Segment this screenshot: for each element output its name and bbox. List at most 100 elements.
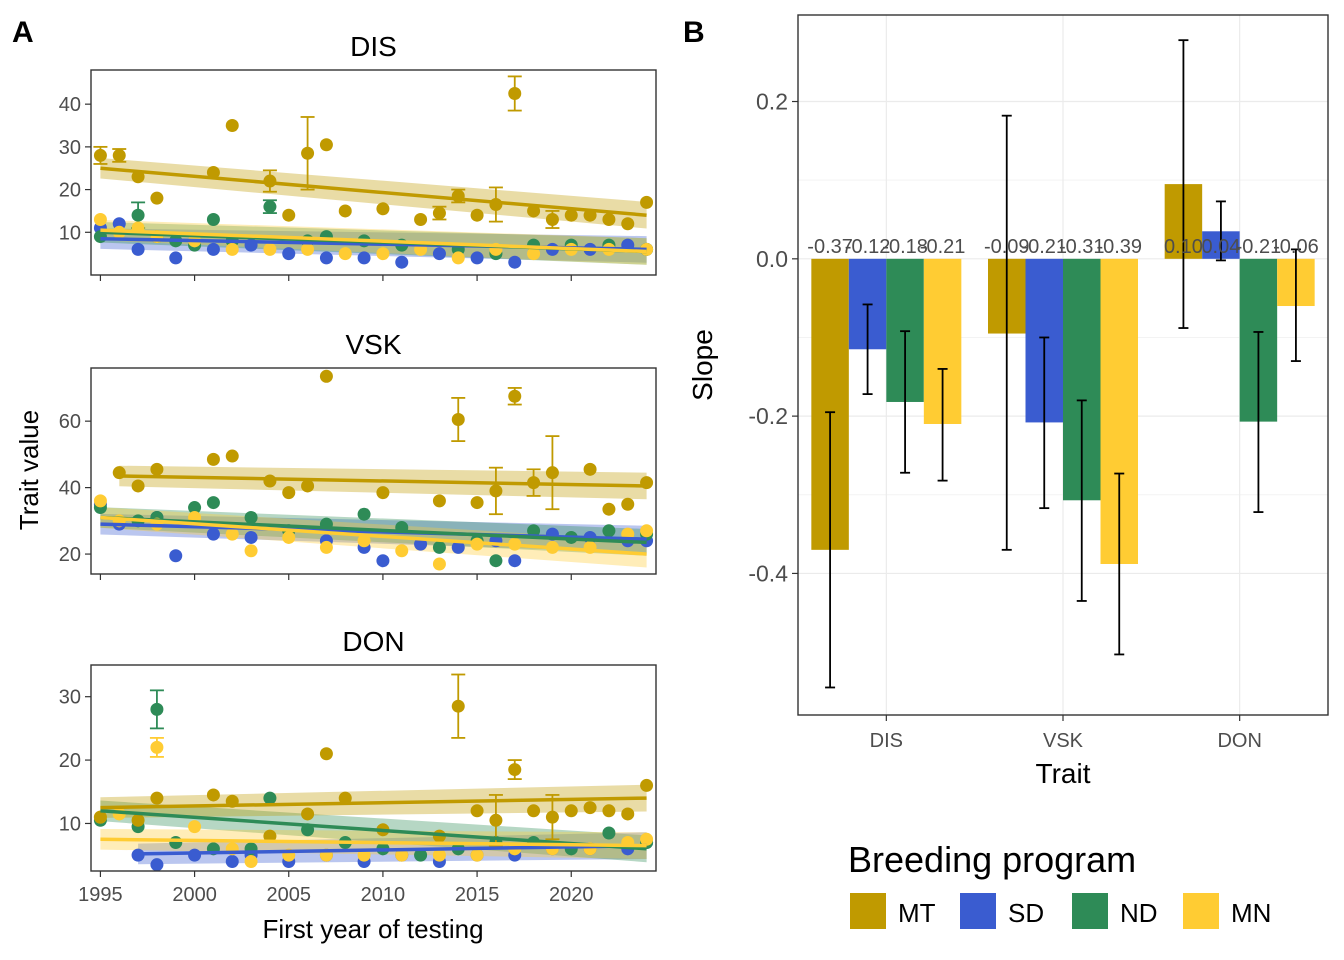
data-point-mt bbox=[602, 804, 616, 818]
panel-border bbox=[90, 69, 657, 276]
data-point-mn bbox=[432, 848, 446, 862]
data-point-sd bbox=[376, 554, 390, 568]
data-point-nd bbox=[206, 212, 220, 226]
data-point-mt bbox=[206, 452, 220, 466]
data-point-sd bbox=[282, 247, 296, 261]
x-tick-label: 1995 bbox=[78, 884, 123, 906]
data-point-nd bbox=[206, 496, 220, 510]
data-point-mn bbox=[301, 242, 315, 256]
legend-swatch-mn bbox=[1183, 893, 1219, 929]
data-label: -0.12 bbox=[845, 236, 891, 258]
y-tick-label: 20 bbox=[59, 544, 81, 566]
data-label: -0.06 bbox=[1273, 236, 1319, 258]
data-point-mn bbox=[432, 557, 446, 571]
x-axis-label-a: First year of testing bbox=[262, 914, 483, 944]
trend-line-mn bbox=[100, 837, 647, 848]
data-point-mt bbox=[470, 496, 484, 510]
x-tick-label: VSK bbox=[1043, 730, 1084, 752]
trend-line-mt bbox=[100, 796, 647, 810]
data-point-mt bbox=[376, 486, 390, 500]
data-point-mt bbox=[602, 502, 616, 516]
data-point-sd bbox=[188, 848, 202, 862]
x-tick-label: 2005 bbox=[267, 884, 312, 906]
data-point-mt bbox=[93, 810, 107, 824]
y-tick-label: 20 bbox=[59, 180, 81, 202]
data-point-sd bbox=[206, 527, 220, 541]
data-point-sd bbox=[244, 530, 258, 544]
y-tick-label: 30 bbox=[59, 687, 81, 709]
data-point-mn bbox=[150, 740, 164, 754]
data-point-mt bbox=[93, 148, 107, 162]
y-tick-label: 0.2 bbox=[756, 89, 788, 115]
data-point-mt bbox=[225, 449, 239, 463]
bar-chart-slope: -0.37 -0.09 0.10-0.12 -0.21 0.04-0.18 -0.31 -0… bbox=[748, 14, 1329, 752]
x-tick-label: DIS bbox=[870, 730, 903, 752]
data-point-mt bbox=[602, 212, 616, 226]
data-point-mt bbox=[640, 195, 654, 209]
data-point-nd bbox=[263, 200, 277, 214]
data-point-mt bbox=[527, 204, 541, 218]
data-point-mn bbox=[640, 832, 654, 846]
data-point-mt bbox=[319, 138, 333, 152]
data-point-nd bbox=[602, 826, 616, 840]
data-point-mn bbox=[225, 527, 239, 541]
data-point-mt bbox=[564, 208, 578, 222]
data-point-mt bbox=[150, 462, 164, 476]
data-point-mt bbox=[470, 208, 484, 222]
data-point-sd bbox=[470, 251, 484, 265]
data-label: -0.21 bbox=[1236, 236, 1282, 258]
data-point-mt bbox=[451, 699, 465, 713]
data-point-mt bbox=[489, 484, 503, 498]
data-point-mt bbox=[451, 413, 465, 426]
legend-swatch-nd bbox=[1072, 893, 1108, 929]
data-point-nd bbox=[244, 511, 258, 525]
data-point-mt bbox=[112, 148, 126, 162]
data-point-mn bbox=[93, 494, 107, 508]
data-point-mt bbox=[301, 146, 315, 160]
x-tick-label: DON bbox=[1217, 730, 1261, 752]
data-point-mt bbox=[508, 389, 522, 403]
data-point-mn bbox=[244, 544, 258, 558]
data-point-mt bbox=[301, 479, 315, 493]
data-label: -0.39 bbox=[1096, 236, 1142, 258]
data-point-mt bbox=[640, 778, 654, 792]
data-point-mn bbox=[527, 247, 541, 261]
data-point-mn bbox=[357, 534, 371, 548]
data-point-nd bbox=[432, 540, 446, 554]
legend-label-mt: MT bbox=[898, 898, 936, 928]
data-point-nd bbox=[150, 702, 164, 716]
data-point-mt bbox=[225, 119, 239, 133]
data-point-mt bbox=[545, 212, 559, 226]
data-point-sd bbox=[395, 255, 409, 269]
data-point-nd bbox=[489, 554, 503, 568]
panel-label-a: A bbox=[12, 16, 34, 49]
data-point-sd bbox=[319, 251, 333, 265]
data-label: -0.21 bbox=[920, 236, 966, 258]
scatter-panel-vsk: VSK 20 40 60 bbox=[59, 329, 657, 580]
data-point-mt bbox=[508, 86, 522, 100]
data-label: 0.10 bbox=[1164, 236, 1203, 258]
trend-line-nd bbox=[100, 809, 647, 851]
panel-border bbox=[90, 664, 657, 872]
data-point-mn bbox=[640, 524, 654, 538]
trend-line-mn bbox=[100, 228, 647, 254]
data-point-mn bbox=[319, 540, 333, 554]
data-point-sd bbox=[131, 242, 145, 256]
data-point-mt bbox=[508, 763, 522, 777]
data-point-mt bbox=[376, 202, 390, 216]
data-point-mt bbox=[489, 198, 503, 212]
data-point-nd bbox=[414, 848, 428, 862]
legend-swatch-mt bbox=[850, 893, 886, 929]
legend-swatch-sd bbox=[960, 893, 996, 929]
data-point-mn bbox=[395, 848, 409, 862]
data-point-mt bbox=[432, 206, 446, 220]
data-point-mt bbox=[338, 791, 352, 805]
data-point-mt bbox=[583, 462, 597, 476]
legend-label-sd: SD bbox=[1008, 898, 1044, 928]
data-point-mn bbox=[338, 247, 352, 261]
data-point-mt bbox=[545, 810, 559, 824]
data-point-mt bbox=[432, 494, 446, 508]
trend-line-mt bbox=[119, 474, 647, 488]
data-point-mt bbox=[489, 813, 503, 827]
data-point-mn bbox=[395, 544, 409, 558]
